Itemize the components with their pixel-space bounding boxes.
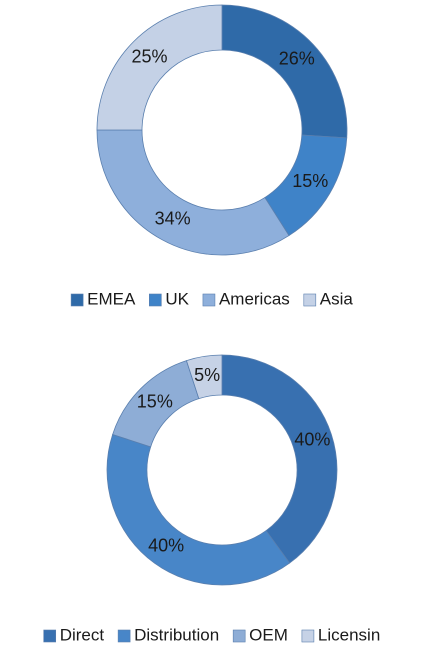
data-label: 40% [294, 429, 330, 449]
legend-swatch [202, 293, 216, 307]
legend-label: EMEA [87, 289, 136, 308]
data-label: 40% [148, 536, 184, 556]
legend: EMEA UK Americas Asia [70, 289, 354, 308]
legend-swatch [303, 293, 317, 307]
legend-label: OEM [249, 625, 288, 644]
data-label: 15% [292, 171, 328, 191]
legend-swatch [149, 293, 162, 307]
legend-label: Distribution [134, 625, 219, 644]
donut-slice [221, 4, 348, 139]
legend-label: Direct [60, 625, 105, 644]
legend-swatch [301, 629, 315, 643]
legend: Direct Distribution OEM Licensin [43, 625, 380, 644]
data-label: 25% [132, 46, 168, 66]
donut-slice [221, 354, 338, 564]
legend-label: UK [165, 289, 189, 308]
legend-label: Americas [219, 289, 290, 308]
data-label: 15% [137, 392, 173, 412]
legend-swatch [70, 293, 84, 307]
donut-slice [96, 4, 223, 131]
donut-slice [106, 433, 291, 586]
legend-label: Licensin [318, 625, 380, 644]
legend-swatch [117, 629, 131, 643]
data-label: 34% [155, 209, 191, 229]
legend-swatch [43, 629, 57, 643]
data-label: 5% [194, 365, 220, 385]
legend-label: Asia [320, 289, 354, 308]
data-label: 26% [279, 49, 315, 69]
legend-swatch [232, 629, 246, 643]
donut-slice [96, 129, 290, 256]
donut-slice [185, 354, 223, 400]
